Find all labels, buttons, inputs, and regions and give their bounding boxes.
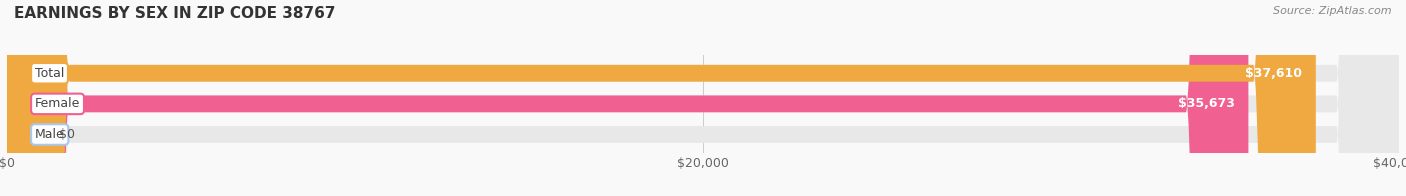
Text: $37,610: $37,610 [1244,67,1302,80]
Text: Female: Female [35,97,80,110]
FancyBboxPatch shape [7,0,1399,196]
Text: Total: Total [35,67,65,80]
Text: Male: Male [35,128,65,141]
Text: $35,673: $35,673 [1178,97,1234,110]
Text: Source: ZipAtlas.com: Source: ZipAtlas.com [1274,6,1392,16]
FancyBboxPatch shape [7,0,1399,196]
Text: EARNINGS BY SEX IN ZIP CODE 38767: EARNINGS BY SEX IN ZIP CODE 38767 [14,6,336,21]
FancyBboxPatch shape [7,0,1316,196]
FancyBboxPatch shape [7,0,1249,196]
FancyBboxPatch shape [7,0,1399,196]
Text: $0: $0 [59,128,76,141]
